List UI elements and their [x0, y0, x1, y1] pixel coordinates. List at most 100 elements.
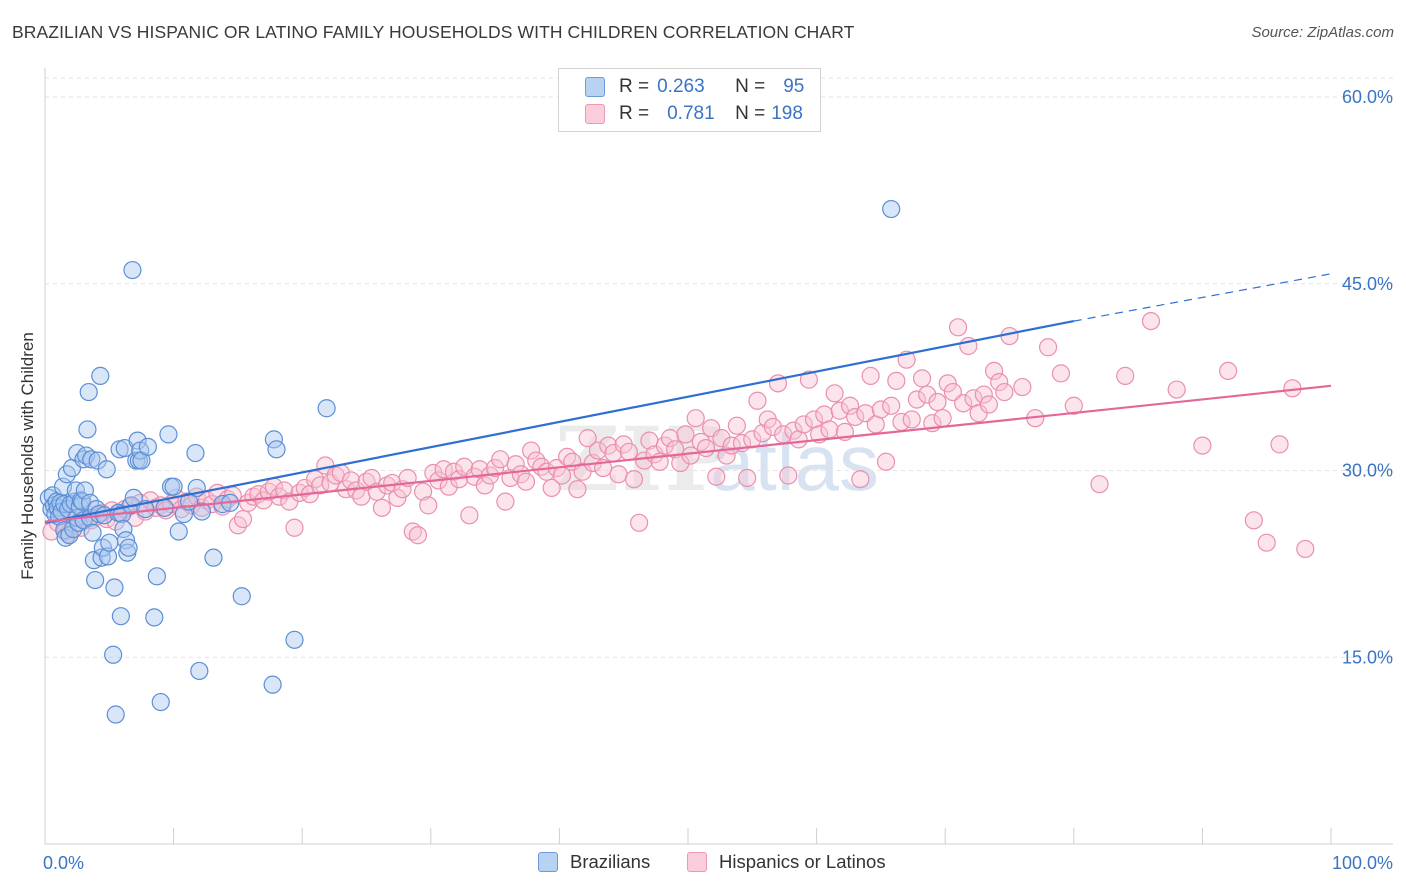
- data-point-brazilians: [169, 522, 188, 541]
- data-point-hispanics: [825, 384, 844, 403]
- data-point-brazilians: [82, 450, 101, 469]
- legend-row-hispanics: R = 0.781 N = 198: [585, 103, 803, 125]
- data-point-hispanics: [984, 361, 1004, 380]
- data-point-hispanics: [388, 488, 407, 507]
- data-point-hispanics: [707, 467, 726, 486]
- trend-line-brazilians-extension: [1073, 273, 1332, 322]
- data-point-hispanics: [588, 441, 608, 460]
- data-point-hispanics: [907, 390, 927, 409]
- data-point-hispanics: [1257, 533, 1276, 552]
- data-point-hispanics: [516, 472, 536, 491]
- data-point-brazilians: [91, 366, 110, 385]
- data-point-hispanics: [408, 526, 428, 545]
- data-point-hispanics: [954, 394, 973, 413]
- legend-row-brazilians: R = 0.263 N = 95: [585, 76, 804, 98]
- trend-lines: [44, 273, 1332, 524]
- data-point-hispanics: [413, 482, 433, 501]
- data-point-hispanics: [918, 385, 937, 404]
- data-point-hispanics: [840, 396, 860, 415]
- data-point-hispanics: [712, 429, 731, 448]
- data-point-brazilians: [78, 420, 97, 439]
- data-point-hispanics: [912, 369, 932, 388]
- data-point-hispanics: [784, 421, 803, 440]
- data-point-hispanics: [1296, 539, 1315, 559]
- series-legend: Brazilians Hispanics or Latinos: [0, 851, 1406, 879]
- trend-line-brazilians: [44, 320, 1075, 524]
- data-point-brazilians: [164, 477, 183, 496]
- data-point-hispanics: [696, 438, 716, 458]
- legend-n-label: N =: [735, 103, 766, 124]
- data-point-hispanics: [475, 476, 494, 495]
- data-point-hispanics: [542, 478, 561, 498]
- legend-r-label: R =: [619, 103, 650, 124]
- series-brazilians-points: [39, 199, 901, 724]
- data-point-hispanics: [871, 400, 891, 419]
- legend-item-brazilians[interactable]: Brazilians: [538, 851, 650, 873]
- data-point-brazilians: [138, 437, 157, 456]
- stats-legend: R = 0.263 N = 95 R = 0.781 N = 198: [558, 68, 821, 132]
- data-point-brazilians: [86, 570, 105, 590]
- data-point-hispanics: [928, 392, 947, 412]
- data-point-hispanics: [1193, 436, 1212, 455]
- data-point-hispanics: [568, 480, 587, 499]
- y-tick-label: 60.0%: [1342, 87, 1393, 107]
- y-tick-label: 30.0%: [1342, 461, 1393, 481]
- data-point-hispanics: [532, 457, 551, 476]
- data-point-hispanics: [851, 470, 870, 489]
- data-point-hispanics: [619, 442, 638, 461]
- source-label: Source: ZipAtlas.com: [1251, 24, 1394, 41]
- series-hispanics-points: [42, 312, 1315, 559]
- data-point-hispanics: [1090, 475, 1109, 494]
- data-point-brazilians: [105, 578, 124, 597]
- data-point-brazilians: [119, 538, 138, 557]
- tick-labels: 15.0% 30.0% 45.0% 60.0% 0.0% 100.0%: [43, 87, 1393, 873]
- data-point-hispanics: [1000, 326, 1019, 346]
- legend-swatch-pink: [687, 852, 707, 872]
- data-point-brazilians: [204, 548, 223, 567]
- data-point-brazilians: [98, 547, 118, 566]
- data-point-hispanics: [681, 446, 700, 465]
- data-point-hispanics: [630, 513, 649, 532]
- data-point-brazilians: [100, 533, 119, 552]
- data-point-hispanics: [727, 416, 746, 435]
- data-point-hispanics: [830, 401, 849, 420]
- legend-item-hispanics[interactable]: Hispanics or Latinos: [687, 851, 886, 873]
- data-point-hispanics: [943, 382, 963, 402]
- data-point-hispanics: [496, 492, 515, 511]
- data-point-hispanics: [1116, 366, 1135, 385]
- data-point-hispanics: [1051, 364, 1071, 383]
- data-point-hispanics: [753, 424, 772, 443]
- data-point-hispanics: [876, 452, 896, 471]
- data-point-hispanics: [990, 373, 1009, 392]
- data-point-hispanics: [609, 465, 628, 484]
- data-point-hispanics: [1167, 380, 1186, 399]
- data-point-hispanics: [660, 429, 680, 448]
- x-tick-label: 0.0%: [43, 853, 84, 873]
- data-point-hispanics: [748, 391, 767, 410]
- data-point-hispanics: [635, 451, 654, 470]
- data-point-hispanics: [846, 407, 865, 427]
- data-point-hispanics: [275, 481, 294, 500]
- data-point-brazilians: [145, 608, 164, 627]
- data-point-brazilians: [104, 645, 123, 664]
- data-point-hispanics: [259, 482, 278, 501]
- data-point-brazilians: [159, 425, 178, 444]
- data-point-hispanics: [717, 446, 736, 465]
- legend-r-value: 0.263: [657, 76, 705, 97]
- data-point-hispanics: [902, 410, 921, 429]
- y-axis-label: Family Households with Children: [18, 332, 37, 580]
- legend-n-label: N =: [735, 76, 766, 97]
- y-tick-label: 45.0%: [1342, 274, 1393, 294]
- legend-swatch-blue: [538, 852, 558, 872]
- data-point-hispanics: [779, 466, 798, 485]
- data-point-hispanics: [676, 425, 695, 444]
- trend-line-hispanics: [44, 384, 1332, 523]
- legend-r-label: R =: [619, 76, 650, 97]
- data-point-hispanics: [491, 450, 510, 469]
- data-point-hispanics: [419, 496, 438, 515]
- data-point-hispanics: [1270, 435, 1289, 454]
- data-point-hispanics: [887, 371, 906, 390]
- data-point-brazilians: [83, 523, 102, 542]
- data-point-hispanics: [558, 447, 577, 466]
